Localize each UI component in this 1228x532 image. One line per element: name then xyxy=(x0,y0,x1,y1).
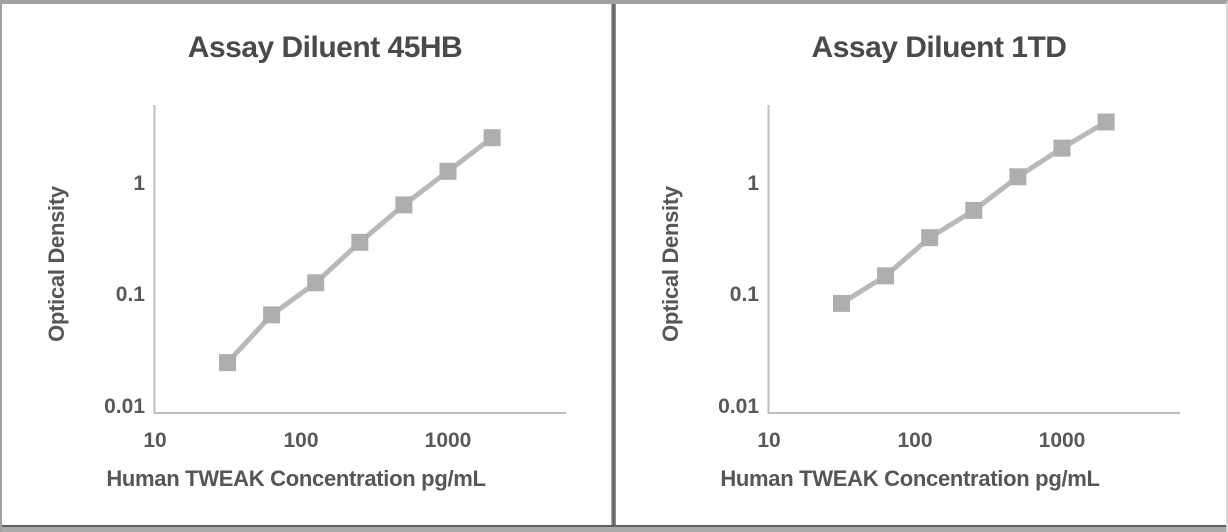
data-point-marker xyxy=(483,129,501,147)
x-tick-label: 1000 xyxy=(1038,429,1086,452)
y-tick-label: 1 xyxy=(747,172,759,195)
chart-title: Assay Diluent 45HB xyxy=(187,31,463,64)
data-point-marker xyxy=(965,201,983,219)
x-tick-label: 100 xyxy=(897,429,933,452)
x-axis-title: Human TWEAK Concentration pg/mL xyxy=(106,466,486,491)
y-tick-label: 0.1 xyxy=(115,283,145,306)
plot-area xyxy=(153,105,566,414)
frame-bottom-border xyxy=(2,525,1226,532)
data-point-marker xyxy=(1097,113,1115,131)
data-point-marker xyxy=(877,267,895,285)
data-point-marker xyxy=(263,306,281,324)
data-point-marker xyxy=(219,354,236,372)
data-point-marker xyxy=(1053,139,1071,157)
x-tick-label: 10 xyxy=(143,429,167,452)
panel-divider xyxy=(611,4,616,526)
plot-area xyxy=(767,105,1180,414)
y-tick-label: 0.01 xyxy=(104,395,145,418)
data-point-marker xyxy=(439,162,457,180)
x-tick-label: 1000 xyxy=(424,429,472,452)
chart-title: Assay Diluent 1TD xyxy=(811,31,1067,64)
x-axis-title: Human TWEAK Concentration pg/mL xyxy=(720,466,1100,491)
y-tick-label: 1 xyxy=(133,172,145,195)
data-point-marker xyxy=(351,233,369,251)
data-point-marker xyxy=(833,294,850,312)
y-tick-label: 0.01 xyxy=(718,395,759,418)
data-point-marker xyxy=(307,274,325,292)
data-point-marker xyxy=(921,229,939,247)
right-chart-panel: Assay Diluent 1TD Optical Density 1 0.1 … xyxy=(616,4,1226,529)
data-point-marker xyxy=(1009,168,1027,186)
left-chart-panel: Assay Diluent 45HB Optical Density 1 0.1… xyxy=(2,4,612,529)
x-tick-label: 100 xyxy=(283,429,319,452)
data-point-marker xyxy=(395,196,413,214)
y-tick-label: 0.1 xyxy=(729,283,759,306)
x-tick-label: 10 xyxy=(757,429,781,452)
